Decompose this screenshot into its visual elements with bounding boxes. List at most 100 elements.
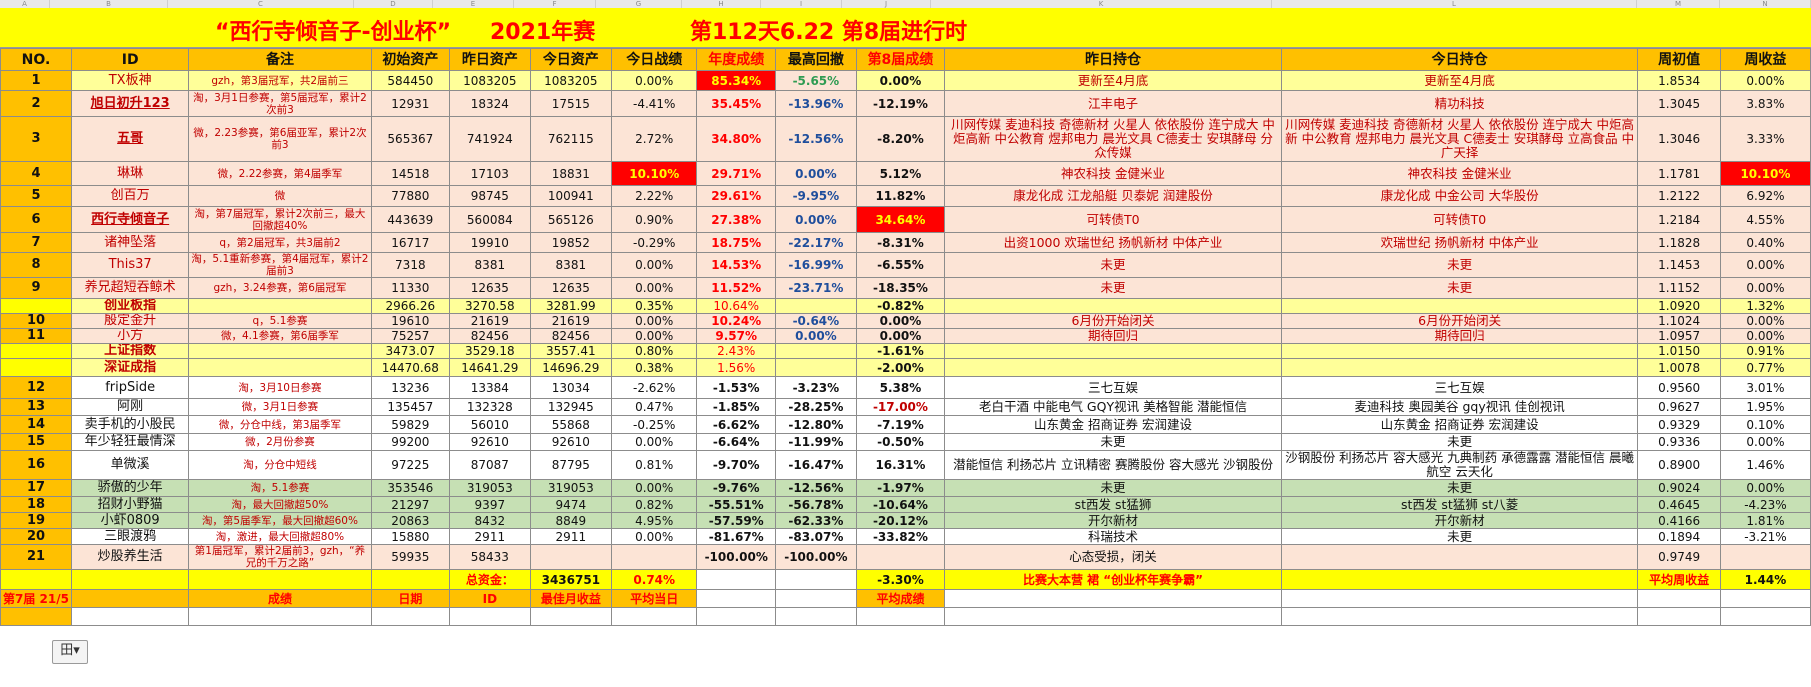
header-participant-id[interactable]: ID [70,48,190,71]
empty-cell[interactable] [449,607,531,626]
week-start-value[interactable]: 0.9329 [1637,415,1721,434]
summary-blank[interactable] [775,569,857,590]
today-holdings[interactable]: 可转债T0 [1280,206,1639,233]
max-drawdown[interactable]: 0.00% [775,206,857,233]
week-return[interactable]: 1.32% [1719,298,1811,314]
header-today-holdings[interactable]: 今日持仓 [1280,48,1639,71]
empty-cell[interactable] [188,607,372,626]
yesterday-holdings[interactable]: 6月份开始闭关 [944,313,1282,329]
yesterday-assets[interactable]: 56010 [449,415,531,434]
week-start-value[interactable]: 1.2122 [1637,185,1721,207]
remark[interactable]: 微，2.23参赛，第6届亚军，累计2次前3 [188,116,372,162]
table-row[interactable]: 18 招财小野猫 淘，最大回撤超50% 21297 9397 9474 0.82% -55.5… [0,496,1811,513]
week-start-value[interactable]: 1.3045 [1637,90,1721,117]
footer-blank[interactable] [696,589,777,608]
yesterday-holdings[interactable]: 更新至4月底 [944,70,1282,91]
footer-blank[interactable] [775,589,857,608]
season8-return[interactable]: -1.97% [855,479,946,497]
week-return[interactable]: 1.95% [1719,398,1811,416]
column-letter[interactable]: E [433,0,514,8]
week-return[interactable]: 0.00% [1719,70,1811,91]
week-start-value[interactable]: 0.9560 [1637,376,1721,399]
column-letter[interactable]: G [596,0,682,8]
today-return[interactable]: 0.00% [611,479,698,497]
empty-cell[interactable] [944,607,1282,626]
today-holdings[interactable] [1280,343,1639,359]
summary-blank[interactable] [370,569,451,590]
today-holdings[interactable]: 未更 [1280,479,1639,497]
table-row[interactable]: 3 五哥 微，2.23参赛，第6届亚军，累计2次前3 565367 741924 7621… [0,116,1811,162]
initial-assets[interactable]: 14470.68 [370,358,451,377]
week-return[interactable] [1719,544,1811,570]
today-return[interactable]: 2.72% [611,116,698,162]
annual-return[interactable]: 10.24% [696,313,777,329]
week-start-value[interactable]: 0.9627 [1637,398,1721,416]
remark[interactable] [188,358,372,377]
yesterday-assets[interactable]: 58433 [449,544,531,570]
annual-return[interactable]: -6.64% [696,433,777,451]
initial-assets[interactable]: 59935 [370,544,451,570]
yesterday-assets[interactable]: 87087 [449,450,531,480]
yesterday-assets[interactable]: 9397 [449,496,531,513]
empty-cell[interactable] [1719,607,1811,626]
average-week-return-label[interactable]: 平均周收益 [1637,569,1721,590]
yesterday-assets[interactable]: 3529.18 [449,343,531,359]
yesterday-assets[interactable]: 19910 [449,232,531,253]
today-assets[interactable]: 21619 [529,313,613,329]
week-return[interactable]: 0.00% [1719,277,1811,299]
table-row[interactable]: 16 单微溪 淘，分仓中短线 97225 87087 87795 0.81% -9.70% -1… [0,450,1811,480]
row-number[interactable]: 17 [0,479,72,497]
week-return[interactable]: 3.01% [1719,376,1811,399]
today-holdings[interactable]: 更新至4月底 [1280,70,1639,91]
max-drawdown[interactable]: -83.07% [775,528,857,545]
season8-return[interactable]: -0.50% [855,433,946,451]
row-number[interactable]: 18 [0,496,72,513]
today-holdings[interactable]: 麦迪科技 奥园美谷 gqy视讯 佳创视讯 [1280,398,1639,416]
yesterday-holdings[interactable]: 潜能恒信 利扬芯片 立讯精密 赛腾股份 容大感光 沙钢股份 [944,450,1282,480]
initial-assets[interactable]: 14518 [370,161,451,186]
max-drawdown[interactable]: -28.25% [775,398,857,416]
header-yesterday-assets[interactable]: 昨日资产 [449,48,531,71]
participant-id[interactable]: 三眼渡鸦 [70,528,190,545]
week-return[interactable]: -3.21% [1719,528,1811,545]
annual-return[interactable]: 27.38% [696,206,777,233]
remark[interactable]: q，5.1参赛 [188,313,372,329]
today-holdings[interactable]: 欢瑞世纪 扬帆新材 中体产业 [1280,232,1639,253]
annual-return[interactable]: -100.00% [696,544,777,570]
yesterday-holdings[interactable]: 未更 [944,433,1282,451]
season8-return[interactable]: -17.00% [855,398,946,416]
season8-return[interactable]: -12.19% [855,90,946,117]
column-letter[interactable]: D [354,0,433,8]
participant-id[interactable]: 招财小野猫 [70,496,190,513]
table-row[interactable]: 11 小方 微，4.1参赛，第6届季军 75257 82456 82456 0.00% 9.5… [0,328,1811,344]
season8-return[interactable]: -8.31% [855,232,946,253]
today-return[interactable]: -0.29% [611,232,698,253]
week-start-value[interactable]: 0.9336 [1637,433,1721,451]
table-row[interactable]: 13 阿刚 微，3月1日参赛 135457 132328 132945 0.47% -1.85… [0,398,1811,416]
week-start-value[interactable]: 1.0957 [1637,328,1721,344]
week-start-value[interactable]: 1.1781 [1637,161,1721,186]
season8-return[interactable]: 34.64% [855,206,946,233]
yesterday-holdings[interactable] [944,298,1282,314]
participant-id[interactable]: 阿刚 [70,398,190,416]
week-start-value[interactable]: 1.1828 [1637,232,1721,253]
initial-assets[interactable]: 135457 [370,398,451,416]
yesterday-holdings[interactable]: 可转债T0 [944,206,1282,233]
remark[interactable]: 淘，3月1日参赛，第5届冠军，累计2次前3 [188,90,372,117]
yesterday-holdings[interactable]: st西发 st猛狮 [944,496,1282,513]
today-assets[interactable] [529,544,613,570]
today-return[interactable]: 0.35% [611,298,698,314]
empty-cell[interactable] [1280,607,1639,626]
column-letter[interactable]: M [1637,0,1720,8]
table-row[interactable]: 8 This37 淘，5.1重新参赛，第4届冠军，累计2届前3 7318 8381 838… [0,252,1811,278]
season8-return[interactable] [855,544,946,570]
table-row[interactable]: 9 养兄超短吞鲸术 gzh，3.24参赛，第6届冠军 11330 12635 12635 0… [0,277,1811,299]
participant-id[interactable]: 小方 [70,328,190,344]
week-return[interactable]: 0.77% [1719,358,1811,377]
average-week-return-value[interactable]: 1.44% [1719,569,1811,590]
today-return[interactable]: 0.82% [611,496,698,513]
week-start-value[interactable]: 1.1024 [1637,313,1721,329]
max-drawdown[interactable] [775,358,857,377]
today-holdings[interactable]: 康龙化成 中金公司 大华股份 [1280,185,1639,207]
annual-return[interactable]: -57.59% [696,512,777,529]
